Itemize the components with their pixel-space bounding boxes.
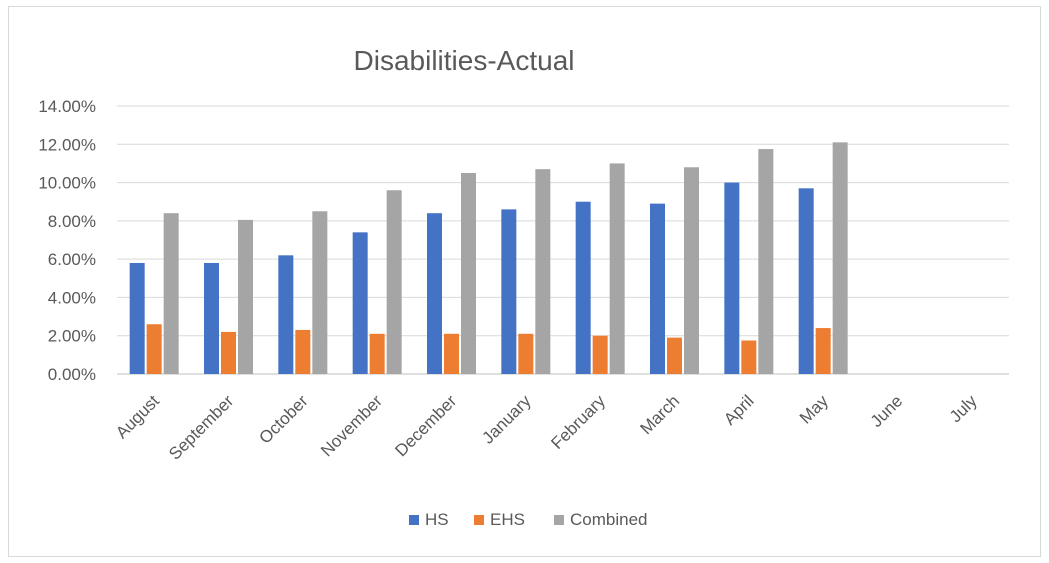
x-tick-label: June	[867, 391, 907, 431]
legend-label-ehs: EHS	[490, 510, 525, 529]
x-tick-label: November	[317, 391, 386, 460]
bar-ehs	[444, 333, 459, 374]
bar-combined	[238, 219, 253, 374]
x-tick-label: February	[547, 391, 609, 453]
x-tick-label: May	[796, 391, 832, 427]
y-tick-label: 4.00%	[48, 288, 96, 307]
chart-title: Disabilities-Actual	[354, 45, 575, 76]
bar-hs	[352, 232, 368, 374]
legend-label-hs: HS	[425, 510, 449, 529]
bar-ehs	[369, 333, 385, 374]
bar-ehs	[667, 337, 682, 374]
x-tick-label: September	[165, 391, 237, 463]
y-tick-label: 6.00%	[48, 250, 96, 269]
x-tick-label: October	[255, 391, 311, 447]
bar-combined	[461, 173, 476, 374]
bar-combined	[684, 167, 699, 374]
x-tick-label: April	[720, 391, 757, 428]
bars	[129, 142, 848, 374]
y-axis-ticks: 0.00% 2.00% 4.00% 6.00% 8.00% 10.00% 12.00% 14.…	[38, 97, 96, 384]
bar-combined	[312, 211, 328, 374]
bar-combined	[163, 213, 179, 374]
bar-hs	[501, 209, 517, 374]
legend-swatch-combined	[554, 515, 564, 525]
y-tick-label: 8.00%	[48, 212, 96, 231]
bar-combined	[609, 163, 625, 374]
bar-hs	[129, 262, 145, 374]
bar-hs	[575, 201, 591, 374]
bar-combined	[832, 142, 848, 374]
bar-hs	[204, 262, 219, 374]
gridlines	[117, 105, 1009, 375]
legend-label-combined: Combined	[570, 510, 648, 529]
bar-ehs	[146, 324, 162, 374]
bar-combined	[758, 149, 774, 374]
y-tick-label: 2.00%	[48, 327, 96, 346]
bar-ehs	[815, 328, 831, 374]
x-tick-label: July	[946, 391, 981, 426]
bar-hs	[427, 213, 442, 374]
bar-ehs	[592, 335, 608, 374]
bar-ehs	[741, 340, 757, 374]
bar-ehs	[221, 331, 236, 374]
y-tick-label: 0.00%	[48, 365, 96, 384]
x-tick-label: August	[112, 391, 163, 442]
legend-swatch-hs	[409, 515, 419, 525]
bar-hs	[724, 182, 740, 374]
bar-ehs	[518, 333, 534, 374]
bar-hs	[650, 203, 665, 374]
bar-hs	[278, 255, 294, 374]
x-axis-ticks: August September October November December Ja…	[112, 391, 981, 464]
bar-ehs	[295, 329, 311, 374]
x-tick-label: January	[478, 391, 535, 448]
legend: HS EHS Combined	[409, 510, 648, 529]
bar-hs	[798, 188, 814, 374]
chart-area	[8, 6, 1041, 557]
y-tick-label: 14.00%	[38, 97, 96, 116]
x-tick-label: March	[636, 391, 683, 438]
y-tick-label: 12.00%	[38, 135, 96, 154]
bar-combined	[386, 190, 402, 374]
bar-combined	[535, 169, 551, 374]
x-tick-label: December	[391, 391, 460, 460]
y-tick-label: 10.00%	[38, 174, 96, 193]
legend-swatch-ehs	[474, 515, 484, 525]
